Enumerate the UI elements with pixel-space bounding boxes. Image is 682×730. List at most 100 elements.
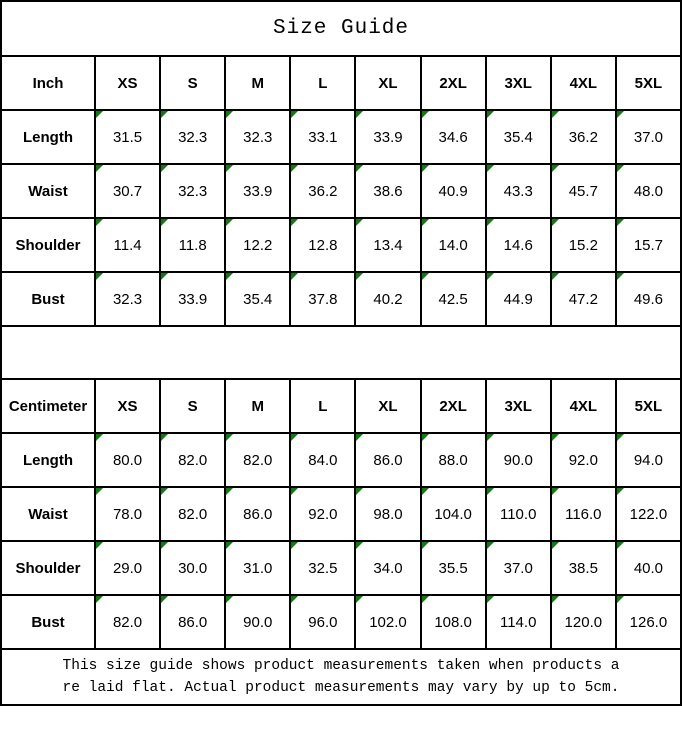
measurement-value: 35.4 — [503, 128, 533, 146]
measurement-cell: 11.8 — [159, 217, 227, 273]
green-corner-flag-icon — [616, 273, 624, 280]
measurement-value: 30.7 — [112, 182, 143, 200]
measurement-value: 94.0 — [633, 451, 664, 469]
green-corner-flag-icon — [161, 165, 169, 172]
footer-note: This size guide shows product measuremen… — [0, 648, 682, 706]
green-corner-flag-icon — [161, 219, 169, 226]
measurement-cell: 35.4 — [484, 109, 552, 165]
measurement-cell: 29.0 — [93, 540, 162, 596]
measurement-row: Length 80.0 82.0 82.0 84.0 86.0 88.0 90.0 92.0 94… — [0, 432, 682, 488]
measurement-value: 37.0 — [503, 559, 533, 577]
green-corner-flag-icon — [226, 596, 234, 603]
measurement-cell: 33.9 — [159, 271, 227, 327]
green-corner-flag-icon — [421, 165, 429, 172]
measurement-cell: 37.0 — [614, 109, 682, 165]
measurement-value: 120.0 — [564, 613, 603, 631]
measurement-cell: 44.9 — [484, 271, 552, 327]
green-corner-flag-icon — [616, 434, 624, 441]
measurement-value: 86.0 — [178, 613, 208, 631]
measurement-cell: 37.0 — [484, 540, 552, 596]
green-corner-flag-icon — [551, 542, 559, 549]
green-corner-flag-icon — [616, 219, 624, 226]
measurement-value: 32.3 — [178, 128, 208, 146]
measurement-value: 32.3 — [243, 128, 273, 146]
green-corner-flag-icon — [421, 596, 429, 603]
size-header-row: Centimeter XS S M L XL 2XL 3XL 4XL 5XL — [0, 378, 682, 434]
measurement-value: 12.8 — [308, 236, 338, 254]
measurement-value: 33.9 — [373, 128, 403, 146]
green-corner-flag-icon — [486, 165, 494, 172]
green-corner-flag-icon — [551, 165, 559, 172]
green-corner-flag-icon — [226, 273, 234, 280]
green-corner-flag-icon — [356, 273, 364, 280]
measurement-cell: 108.0 — [419, 594, 487, 650]
unit-header-cell: Centimeter — [0, 378, 96, 434]
green-corner-flag-icon — [551, 273, 559, 280]
green-corner-flag-icon — [551, 219, 559, 226]
measurement-value: 14.0 — [438, 236, 468, 254]
measurement-value: 40.2 — [373, 290, 403, 308]
measurement-row: Bust 32.3 33.9 35.4 37.8 40.2 42.5 44.9 47.2 49.6 — [0, 271, 682, 327]
measurement-cell: 31.5 — [93, 109, 162, 165]
measurement-cell: 32.3 — [224, 109, 292, 165]
measurement-value: 90.0 — [503, 451, 533, 469]
measurement-value: 31.0 — [243, 559, 273, 577]
green-corner-flag-icon — [226, 219, 234, 226]
green-corner-flag-icon — [226, 111, 234, 118]
green-corner-flag-icon — [486, 219, 494, 226]
measurement-value: 82.0 — [178, 451, 208, 469]
measurement-cell: 110.0 — [484, 486, 552, 542]
green-corner-flag-icon — [291, 165, 299, 172]
green-corner-flag-icon — [551, 111, 559, 118]
size-header-row: Inch XS S M L XL 2XL 3XL 4XL 5XL — [0, 55, 682, 111]
green-corner-flag-icon — [551, 488, 559, 495]
measurement-cell: 32.3 — [159, 109, 227, 165]
measurement-cell: 86.0 — [354, 432, 422, 488]
green-corner-flag-icon — [161, 488, 169, 495]
measurement-value: 98.0 — [373, 505, 403, 523]
measurement-cell: 15.7 — [614, 217, 682, 273]
size-header-cell: S — [159, 55, 227, 111]
measurement-cell: 126.0 — [614, 594, 682, 650]
green-corner-flag-icon — [226, 434, 234, 441]
size-header-cell: 5XL — [614, 55, 682, 111]
green-corner-flag-icon — [291, 434, 299, 441]
measurement-cell: 90.0 — [484, 432, 552, 488]
green-corner-flag-icon — [616, 488, 624, 495]
measurement-cell: 38.5 — [549, 540, 617, 596]
measurement-value: 92.0 — [568, 451, 598, 469]
measurement-cell: 102.0 — [354, 594, 422, 650]
measurement-row: Bust 82.0 86.0 90.0 96.0 102.0 108.0 114.0 120.0… — [0, 594, 682, 650]
measurement-cell: 49.6 — [614, 271, 682, 327]
measurement-cell: 35.4 — [224, 271, 292, 327]
measurement-value: 29.0 — [112, 559, 143, 577]
measurement-value: 44.9 — [503, 290, 533, 308]
measurement-cell: 45.7 — [549, 163, 617, 219]
measurement-cell: 31.0 — [224, 540, 292, 596]
green-corner-flag-icon — [161, 434, 169, 441]
size-header-cell: 3XL — [484, 378, 552, 434]
size-header-cell: 2XL — [419, 378, 487, 434]
measurement-row: Shoulder 11.4 11.8 12.2 12.8 13.4 14.0 14.6 15.2… — [0, 217, 682, 273]
measurement-value: 33.9 — [178, 290, 208, 308]
measurement-cell: 34.0 — [354, 540, 422, 596]
green-corner-flag-icon — [421, 273, 429, 280]
green-corner-flag-icon — [616, 165, 624, 172]
measurement-value: 13.4 — [373, 236, 403, 254]
measurement-cell: 82.0 — [159, 486, 227, 542]
size-header-cell: S — [159, 378, 227, 434]
green-corner-flag-icon — [96, 273, 103, 280]
green-corner-flag-icon — [226, 542, 234, 549]
measurement-row: Shoulder 29.0 30.0 31.0 32.5 34.0 35.5 37.0 38.5… — [0, 540, 682, 596]
green-corner-flag-icon — [486, 273, 494, 280]
measurement-value: 49.6 — [633, 290, 664, 308]
row-label-cell: Waist — [0, 163, 96, 219]
footer-note-line-2: re laid flat. Actual product measurement… — [62, 680, 620, 696]
green-corner-flag-icon — [161, 273, 169, 280]
green-corner-flag-icon — [486, 542, 494, 549]
size-header-cell: M — [224, 378, 292, 434]
measurement-cell: 82.0 — [93, 594, 162, 650]
size-header-cell: XL — [354, 378, 422, 434]
measurement-value: 96.0 — [308, 613, 338, 631]
measurement-value: 38.6 — [373, 182, 403, 200]
